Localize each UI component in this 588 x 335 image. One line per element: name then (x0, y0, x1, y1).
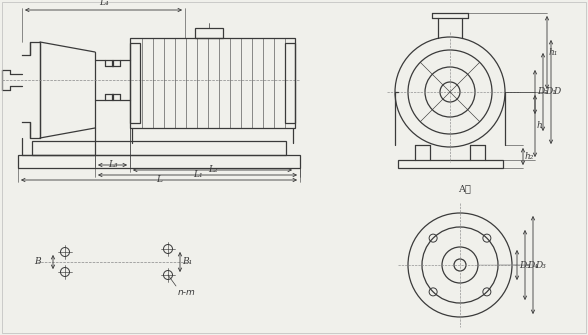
Bar (18, 155, 300, 168)
Bar (130, 43, 140, 123)
Text: D₃: D₃ (535, 261, 546, 269)
Text: B: B (34, 258, 41, 267)
Text: h: h (537, 122, 543, 131)
Bar (398, 160, 503, 168)
Text: D₂: D₂ (537, 87, 548, 96)
Text: D₄: D₄ (527, 261, 538, 269)
Text: L₃: L₃ (108, 160, 118, 169)
Bar (130, 38, 295, 128)
Bar (32, 141, 286, 155)
Text: D₅: D₅ (519, 261, 530, 269)
Text: A向: A向 (459, 184, 472, 193)
Text: n-m: n-m (178, 288, 196, 297)
Text: h₁: h₁ (549, 48, 559, 57)
Text: L₂: L₂ (208, 165, 218, 174)
Text: h₂: h₂ (525, 152, 534, 161)
Text: L₄: L₄ (99, 0, 108, 7)
Text: D₁: D₁ (545, 87, 556, 96)
Text: L₁: L₁ (193, 170, 202, 179)
Text: D: D (553, 87, 560, 96)
Text: L: L (156, 175, 162, 184)
Bar (285, 43, 295, 123)
Text: B₁: B₁ (182, 258, 192, 267)
Bar (195, 28, 223, 38)
